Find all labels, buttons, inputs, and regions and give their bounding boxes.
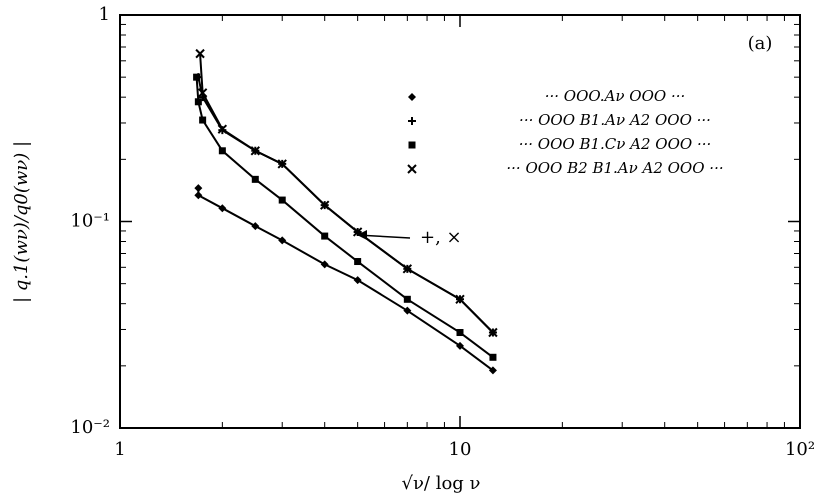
marker-shape: [251, 222, 260, 231]
marker-shape: [488, 327, 498, 338]
marker-shape: [488, 366, 497, 375]
panel-label: (a): [748, 33, 773, 54]
marker: [489, 353, 497, 361]
marker: [403, 306, 412, 315]
marker-shape: [277, 159, 287, 169]
marker-shape: [193, 73, 201, 81]
marker-shape: [320, 260, 329, 269]
marker-shape: [199, 116, 207, 124]
marker: [354, 258, 362, 266]
marker: [217, 124, 228, 134]
legend-marker: [407, 164, 417, 174]
marker: [352, 227, 363, 237]
marker-shape: [456, 341, 464, 350]
marker-shape: [194, 191, 203, 200]
marker: [403, 295, 411, 303]
marker: [488, 327, 498, 338]
marker: [218, 204, 227, 213]
marker-shape: [251, 175, 259, 183]
marker: [193, 73, 201, 81]
marker: [251, 222, 260, 231]
marker-shape: [195, 48, 205, 59]
marker-shape: [278, 236, 287, 245]
marker: [194, 98, 202, 106]
y-tick-label: 1: [99, 4, 110, 25]
legend-marker: [408, 141, 416, 149]
marker: [199, 116, 207, 124]
marker: [488, 366, 497, 375]
marker: [277, 159, 287, 169]
x-axis-label: √ν/ log ν: [402, 473, 481, 494]
marker-shape: [321, 232, 329, 240]
series-line: [197, 76, 494, 334]
marker: [250, 146, 261, 156]
marker-shape: [194, 98, 202, 106]
marker-shape: [403, 306, 412, 315]
marker-shape: [319, 200, 330, 210]
marker-shape: [408, 93, 416, 101]
marker-shape: [217, 124, 228, 134]
marker-shape: [402, 264, 413, 274]
y-tick-label: 10⁻¹: [70, 211, 110, 232]
marker: [218, 147, 226, 155]
marker-shape: [408, 117, 416, 125]
x-tick-label: 10²: [785, 439, 815, 460]
x-tick-label: 10: [449, 439, 472, 460]
marker: [456, 341, 464, 350]
series-line: [199, 53, 494, 334]
marker-shape: [408, 141, 416, 149]
marker: [321, 232, 329, 240]
marker: [194, 191, 203, 200]
marker-shape: [218, 147, 226, 155]
marker: [456, 329, 464, 337]
marker-shape: [489, 353, 497, 361]
marker-shape: [278, 196, 286, 204]
marker-shape: [218, 204, 227, 213]
y-tick-label: 10⁻²: [70, 417, 110, 438]
marker-shape: [354, 258, 362, 266]
marker: [402, 264, 413, 274]
marker: [194, 184, 203, 193]
marker: [319, 200, 330, 210]
marker-shape: [197, 88, 208, 98]
marker-shape: [194, 184, 203, 193]
legend-marker: [408, 93, 416, 101]
marker: [353, 276, 362, 285]
marker-shape: [403, 295, 411, 303]
legend-label: ··· OOO B1.Aν A2 OOO ···: [519, 111, 711, 129]
legend-label: ··· OOO B1.Cν A2 OOO ···: [519, 135, 712, 153]
series-line: [197, 188, 494, 372]
legend-marker: [408, 117, 416, 125]
marker-shape: [353, 276, 362, 285]
x-tick-label: 1: [114, 439, 125, 460]
annotation: +, ×: [420, 227, 462, 248]
marker: [455, 294, 465, 305]
legend-label: ··· OOO.Aν OOO ···: [545, 87, 686, 105]
y-axis-label: | q.1(wν)/q0(wν) |: [11, 141, 32, 303]
marker-shape: [407, 164, 417, 174]
legend-label: ··· OOO B2 B1.Aν A2 OOO ···: [506, 159, 723, 177]
marker: [320, 260, 329, 269]
marker: [251, 175, 259, 183]
marker-shape: [455, 294, 465, 305]
marker-shape: [456, 329, 464, 337]
marker-shape: [352, 227, 363, 237]
marker: [197, 88, 208, 98]
marker: [195, 48, 205, 59]
marker: [278, 236, 287, 245]
plot-frame: [119, 14, 801, 429]
marker: [278, 196, 286, 204]
marker-shape: [250, 146, 261, 156]
